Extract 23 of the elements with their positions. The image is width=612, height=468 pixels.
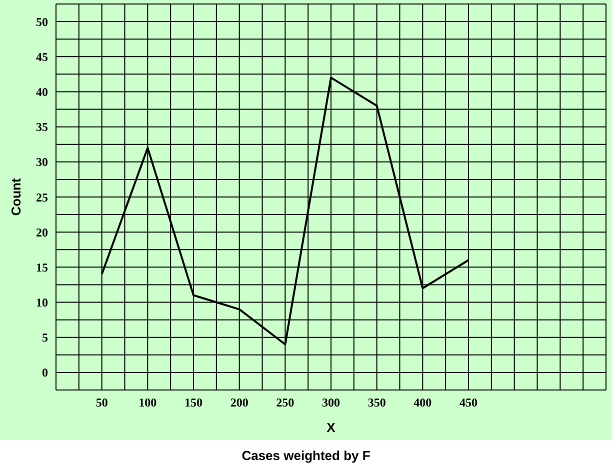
x-tick-label: 300 xyxy=(322,396,340,410)
x-tick-label: 200 xyxy=(230,396,248,410)
x-tick-label: 350 xyxy=(368,396,386,410)
text: Cases weighted by F xyxy=(240,448,372,463)
x-tick-label: 450 xyxy=(460,396,478,410)
x-tick-label: 150 xyxy=(184,396,202,410)
y-axis-title: Count xyxy=(8,178,24,216)
y-tick-label: 15 xyxy=(36,260,48,274)
y-tick-label: 45 xyxy=(36,50,48,64)
x-tick-label: 100 xyxy=(138,396,157,410)
x-axis-title: X xyxy=(326,420,336,435)
y-tick-label: 0 xyxy=(42,366,48,380)
x-tick-label: 50 xyxy=(96,396,108,410)
y-tick-label: 35 xyxy=(36,120,48,134)
y-tick-label: 10 xyxy=(36,296,48,310)
y-tick-label: 25 xyxy=(36,190,48,204)
y-tick-label: 50 xyxy=(36,14,48,29)
x-tick-label: 250 xyxy=(276,396,294,410)
y-tick-label: 30 xyxy=(36,155,48,170)
y-tick-label: 20 xyxy=(36,225,48,240)
y-tick-label: 5 xyxy=(42,330,48,345)
x-tick-label: 400 xyxy=(414,396,432,410)
y-tick-label: 40 xyxy=(36,84,48,99)
